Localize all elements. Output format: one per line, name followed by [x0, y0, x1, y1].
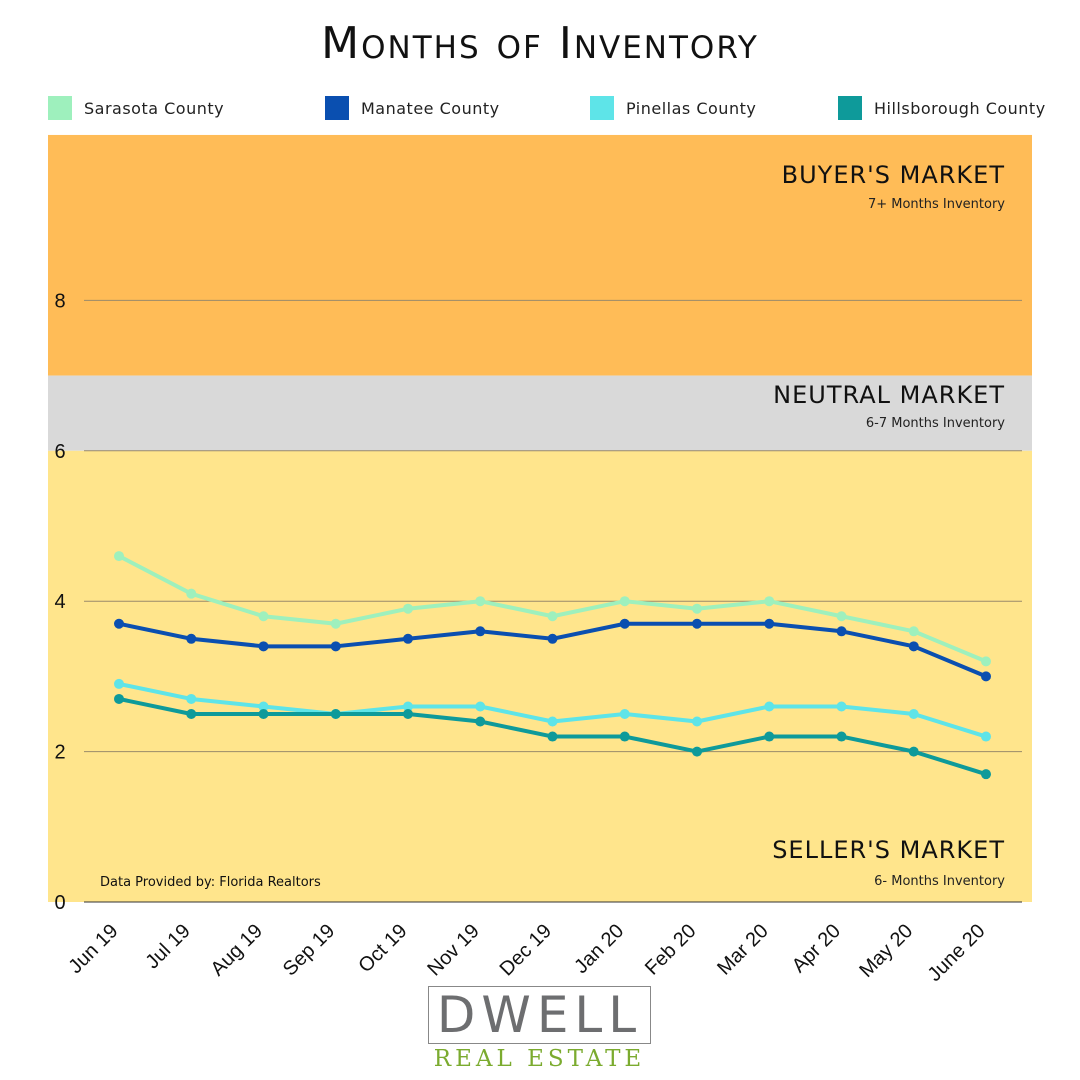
y-tick-label-0: 0 — [54, 892, 65, 914]
data-point-3-5 — [475, 716, 486, 727]
band-sublabel-2: 6- Months Inventory — [874, 874, 1005, 889]
legend-swatch-hillsborough — [838, 96, 862, 120]
dwell-logo: DWELL — [428, 986, 651, 1044]
band-sublabel-1: 6-7 Months Inventory — [866, 416, 1005, 431]
band-sublabel-0: 7+ Months Inventory — [868, 197, 1005, 212]
data-point-2-0 — [114, 678, 124, 689]
logo-wordmark: DWELL — [436, 986, 643, 1044]
data-point-2-10 — [836, 701, 847, 712]
band-label-2: SELLER'S MARKET — [772, 836, 1005, 864]
data-point-3-11 — [908, 746, 919, 757]
x-tick-label-9: Mar 20 — [713, 920, 773, 980]
data-point-3-4 — [403, 709, 413, 719]
data-point-0-12 — [981, 656, 991, 667]
data-point-1-6 — [547, 633, 558, 644]
x-tick-label-6: Dec 19 — [496, 920, 556, 980]
line-chart: BUYER'S MARKET 7+ Months Inventory NEUTRAL… — [48, 134, 1032, 986]
legend-item-manatee: Manatee County — [325, 96, 500, 120]
data-point-1-7 — [619, 618, 630, 629]
legend-swatch-sarasota — [48, 96, 72, 120]
data-point-0-9 — [764, 596, 775, 607]
data-point-0-0 — [114, 551, 124, 562]
y-tick-label-4: 8 — [54, 290, 65, 312]
data-point-1-11 — [908, 641, 919, 652]
x-tick-label-4: Oct 19 — [354, 920, 411, 977]
data-point-1-8 — [692, 618, 702, 629]
band-0 — [48, 134, 1032, 376]
data-point-0-2 — [258, 611, 269, 622]
data-point-1-10 — [836, 626, 847, 637]
data-point-3-1 — [186, 709, 197, 719]
legend-label-manatee: Manatee County — [361, 98, 500, 118]
legend-label-hillsborough: Hillsborough County — [874, 98, 1046, 118]
data-point-1-5 — [475, 626, 486, 637]
band-label-0: BUYER'S MARKET — [782, 161, 1005, 189]
legend-item-sarasota: Sarasota County — [48, 96, 224, 120]
data-point-2-5 — [475, 701, 486, 712]
data-point-3-2 — [258, 709, 269, 719]
y-tick-label-1: 2 — [54, 742, 65, 764]
chart-title: Months of Inventory — [321, 18, 759, 69]
x-tick-label-12: June 20 — [924, 920, 990, 986]
legend-swatch-manatee — [325, 96, 349, 120]
data-point-1-4 — [403, 633, 413, 644]
data-point-2-6 — [547, 716, 558, 727]
data-point-2-1 — [186, 693, 197, 704]
data-point-2-9 — [764, 701, 775, 712]
band-1 — [48, 375, 1032, 451]
data-point-0-1 — [186, 588, 197, 599]
x-tick-label-8: Feb 20 — [641, 920, 701, 980]
legend-label-sarasota: Sarasota County — [84, 98, 225, 118]
data-point-2-7 — [619, 709, 630, 719]
x-tick-label-0: Jun 19 — [65, 920, 123, 978]
data-point-0-6 — [547, 611, 558, 622]
data-point-0-5 — [475, 596, 486, 607]
logo-tagline: REAL ESTATE — [433, 1046, 646, 1072]
data-point-3-3 — [330, 709, 341, 719]
legend-label-pinellas: Pinellas County — [626, 98, 757, 118]
legend-swatch-pinellas — [590, 96, 614, 120]
y-tick-label-3: 6 — [54, 441, 65, 463]
x-tick-label-3: Sep 19 — [279, 920, 339, 980]
data-point-0-10 — [836, 611, 847, 622]
data-point-3-6 — [547, 731, 558, 742]
x-tick-label-5: Nov 19 — [423, 920, 483, 980]
legend-item-hillsborough: Hillsborough County — [838, 96, 1046, 120]
data-point-3-9 — [764, 731, 775, 742]
x-tick-label-7: Jan 20 — [570, 920, 628, 978]
data-point-2-12 — [981, 731, 991, 742]
x-tick-label-10: Apr 20 — [788, 920, 845, 977]
band-label-1: NEUTRAL MARKET — [773, 381, 1005, 409]
data-point-2-8 — [692, 716, 702, 727]
data-point-2-4 — [403, 701, 413, 712]
data-point-3-7 — [619, 731, 630, 742]
data-point-1-12 — [981, 671, 991, 682]
data-point-0-7 — [619, 596, 630, 607]
data-point-1-3 — [330, 641, 341, 652]
data-point-0-11 — [908, 626, 919, 637]
legend-item-pinellas: Pinellas County — [590, 96, 756, 120]
data-point-0-4 — [403, 603, 413, 614]
data-point-1-9 — [764, 618, 775, 629]
band-2 — [48, 450, 1032, 902]
x-tick-label-2: Aug 19 — [207, 920, 267, 980]
data-point-3-10 — [836, 731, 847, 742]
x-tick-label-11: May 20 — [855, 920, 917, 982]
data-point-1-2 — [258, 641, 269, 652]
data-point-3-12 — [981, 769, 991, 780]
data-point-0-8 — [692, 603, 702, 614]
data-point-2-2 — [258, 701, 269, 712]
x-tick-label-1: Jul 19 — [141, 920, 194, 973]
data-point-2-11 — [908, 709, 919, 719]
data-point-3-8 — [692, 746, 702, 757]
y-tick-label-2: 4 — [54, 591, 65, 613]
data-point-1-0 — [114, 618, 124, 629]
source-note: Data Provided by: Florida Realtors — [100, 875, 321, 890]
data-point-3-0 — [114, 693, 124, 704]
data-point-0-3 — [330, 618, 341, 629]
data-point-1-1 — [186, 633, 197, 644]
